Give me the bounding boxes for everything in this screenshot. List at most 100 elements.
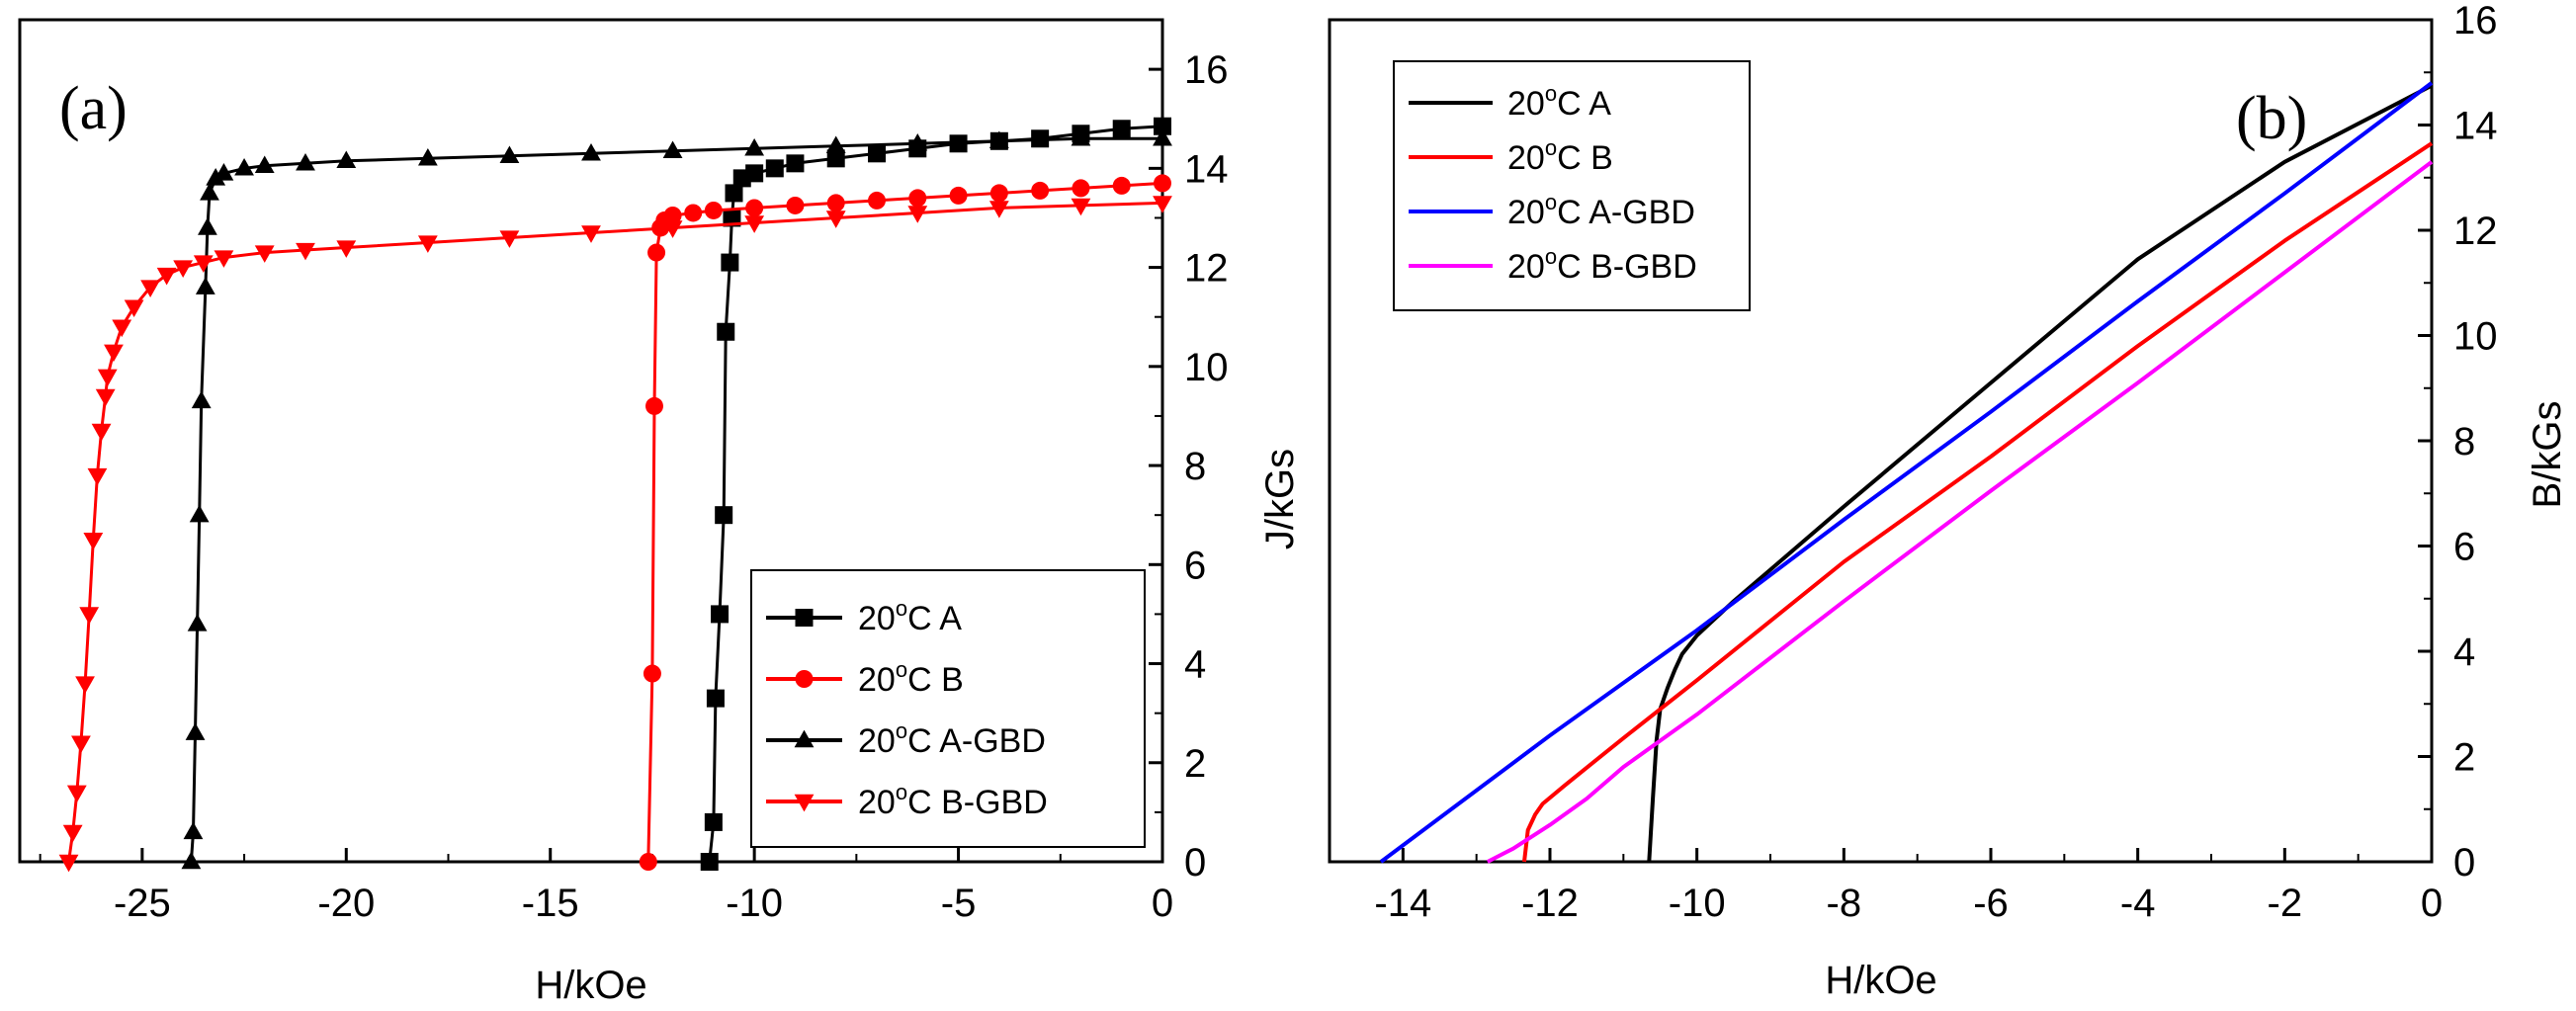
panel-b-y-tick-label: 12 xyxy=(2453,210,2498,253)
panel-a-point-20c-b xyxy=(663,206,682,224)
panel-a-point-20c-a-gbd xyxy=(187,614,208,632)
panel-b-x-tick-label: -10 xyxy=(1669,882,1726,925)
panel-a-point-20c-a-gbd xyxy=(296,152,315,171)
panel-a-point-20c-b-gbd xyxy=(71,735,91,754)
panel-b-line-20c-b xyxy=(1522,141,2434,863)
panel-b-y-tick-label: 14 xyxy=(2453,105,2498,148)
panel-a-point-20c-b-gbd xyxy=(193,255,214,273)
panel-a-point-20c-a xyxy=(786,154,805,173)
panel-b-legend-label: 20oC B xyxy=(1507,135,1613,177)
panel-a-point-20c-a-gbd xyxy=(189,504,210,523)
panel-a-point-20c-b-gbd xyxy=(296,242,315,261)
panel-b-legend-label: 20oC A-GBD xyxy=(1507,190,1695,231)
panel-a-point-20c-b-gbd xyxy=(140,280,161,297)
panel-a-point-20c-b xyxy=(704,201,723,219)
panel-a-x-tick-label: -5 xyxy=(941,882,977,925)
panel-a-point-20c-b xyxy=(786,196,805,214)
panel-a-letter: (a) xyxy=(59,75,128,142)
panel-a-y-tick-label: 14 xyxy=(1184,147,1229,191)
panel-a-point-20c-b-gbd xyxy=(988,201,1009,218)
panel-a-point-20c-a xyxy=(765,159,784,178)
panel-a-y-axis-title: J/kGs xyxy=(1258,449,1302,549)
panel-a-point-20c-a xyxy=(745,164,764,183)
panel-b-legend-entry-20c-b: 20oC B xyxy=(1409,135,1613,177)
panel-a-point-20c-b xyxy=(745,199,764,217)
panel-a-point-20c-b-gbd xyxy=(66,785,87,803)
panel-a-point-20c-b xyxy=(1112,176,1131,195)
panel-a-point-20c-a-gbd xyxy=(195,277,215,295)
panel-a-point-20c-b-gbd xyxy=(662,220,683,238)
panel-a-point-20c-a-gbd xyxy=(198,217,217,235)
panel-a-point-20c-b-gbd xyxy=(87,467,108,486)
panel-a-x-tick-label: -20 xyxy=(317,882,375,925)
panel-b-series xyxy=(1379,81,2434,864)
panel-a-point-20c-a xyxy=(700,853,719,871)
panel-a-series xyxy=(58,117,1172,873)
panel-b-series-20c-a xyxy=(1647,83,2433,863)
panel-b-legend-label: 20oC A xyxy=(1507,81,1611,123)
panel-a-point-20c-b-gbd xyxy=(112,319,132,338)
panel-b-x-tick-label: -2 xyxy=(2268,882,2303,925)
panel-a-point-20c-a-gbd xyxy=(191,390,212,409)
panel-a-point-20c-b xyxy=(643,664,661,683)
panel-a-x-tick-label: 0 xyxy=(1152,882,1173,925)
panel-a-point-20c-a-gbd xyxy=(234,158,254,176)
panel-a-point-20c-a-gbd xyxy=(336,150,357,169)
panel-a-point-20c-a-gbd xyxy=(1071,127,1091,146)
panel-b-x-ticks: -14 -12 -10 -8 -6 -4 -2 0 xyxy=(1329,848,2443,925)
panel-a-legend-entry-20c-a: 20oC A xyxy=(766,596,962,637)
panel-b-letter: (b) xyxy=(2236,85,2307,152)
panel-a-point-20c-a xyxy=(711,605,730,624)
panel-a-point-20c-b-gbd xyxy=(744,215,765,233)
panel-a-frame xyxy=(18,18,1164,864)
panel-a-y-ticks: 0 2 4 6 8 10 12 14 16 xyxy=(1149,48,1229,885)
panel-a-y-tick-label: 4 xyxy=(1184,643,1206,687)
panel-a-point-20c-b-gbd xyxy=(499,230,520,248)
panel-a-point-20c-a xyxy=(704,812,723,831)
panel-a-y-tick-label: 16 xyxy=(1184,48,1229,92)
panel-b-y-tick-label: 2 xyxy=(2453,736,2475,780)
panel-a-point-20c-a-gbd xyxy=(907,132,928,151)
panel-a-legend-label: 20oC B-GBD xyxy=(858,780,1048,821)
panel-a-x-tick-label: -15 xyxy=(522,882,579,925)
panel-a-y-tick-label: 8 xyxy=(1184,445,1206,488)
panel-a-point-20c-b-gbd xyxy=(1153,196,1172,213)
panel-a-point-20c-b xyxy=(1072,179,1090,198)
panel-a-point-20c-a xyxy=(1112,120,1131,138)
panel-a-point-20c-a-gbd xyxy=(181,851,202,870)
panel-b-y-tick-label: 4 xyxy=(2453,631,2475,674)
panel-a-point-20c-b xyxy=(1031,181,1050,200)
panel-a-series-20c-b-gbd xyxy=(58,196,1172,873)
panel-a-point-20c-b-gbd xyxy=(907,206,928,223)
panel-a-point-20c-a xyxy=(717,322,735,341)
panel-a-point-20c-a-gbd xyxy=(214,163,234,181)
panel-a-point-20c-b-gbd xyxy=(104,344,124,363)
panel-b-x-axis-title: H/kOe xyxy=(1825,959,1936,1002)
panel-b-y-tick-label: 0 xyxy=(2453,841,2475,885)
panel-a-point-20c-a xyxy=(1154,117,1171,135)
panel-b-x-tick-label: -14 xyxy=(1374,882,1431,925)
panel-a-point-20c-b xyxy=(647,243,666,262)
panel-b-line-20c-a xyxy=(1647,83,2433,863)
panel-b-series-20c-a-gbd xyxy=(1379,81,2434,864)
panel-a-series-20c-b xyxy=(639,174,1171,871)
panel-a-point-20c-a-gbd xyxy=(825,135,846,153)
panel-a-legend-entry-20c-b: 20oC B xyxy=(766,657,964,699)
panel-a-point-20c-a-gbd xyxy=(744,137,765,156)
panel-b-legend-entry-20c-a: 20oC A xyxy=(1409,81,1611,123)
panel-a-legend-marker xyxy=(794,729,815,748)
panel-a-point-20c-b-gbd xyxy=(83,533,104,550)
panel-a-point-20c-b-gbd xyxy=(75,676,95,694)
panel-a-point-20c-a xyxy=(706,689,725,708)
panel-a-y-tick-label: 12 xyxy=(1184,247,1229,291)
panel-a-point-20c-b xyxy=(949,186,968,205)
panel-a-point-20c-a-gbd xyxy=(988,130,1009,148)
panel-b-y-tick-label: 16 xyxy=(2453,0,2498,42)
panel-a-point-20c-a xyxy=(721,253,739,272)
panel-a-point-20c-b-gbd xyxy=(417,235,438,253)
panel-a-x-tick-label: -10 xyxy=(726,882,783,925)
panel-a-point-20c-b xyxy=(868,191,886,210)
panel-b-x-tick-label: -6 xyxy=(1973,882,2009,925)
panel-a-legend-label: 20oC A xyxy=(858,596,962,637)
